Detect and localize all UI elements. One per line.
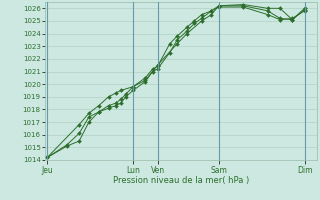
X-axis label: Pression niveau de la mer( hPa ): Pression niveau de la mer( hPa ) xyxy=(113,176,249,185)
